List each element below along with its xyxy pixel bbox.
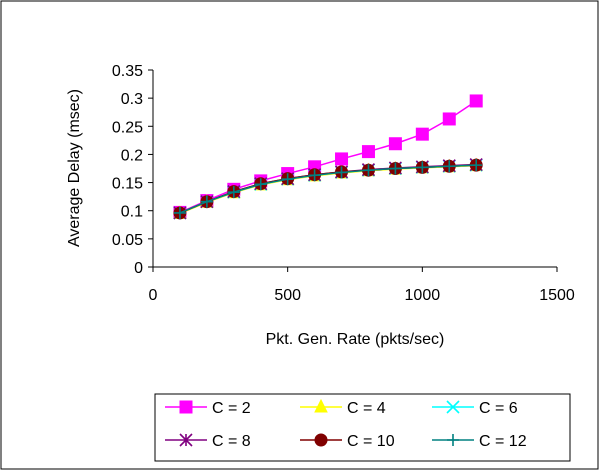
legend-item: C = 10	[300, 433, 395, 450]
square-marker	[442, 112, 456, 126]
y-tick-label: 0.25	[112, 119, 143, 136]
legend-label: C = 10	[347, 433, 395, 450]
plus-marker	[362, 164, 375, 177]
legend: C = 2 C = 4 C = 6 C = 8 C = 10 C = 12	[165, 398, 527, 450]
y-tick-label: 0.15	[112, 176, 143, 193]
plus-marker	[173, 206, 186, 219]
axes: 0 0.05 0.1 0.15 0.2 0.25 0.3 0.35 0 500 1000 1500	[112, 63, 575, 304]
series-6	[173, 159, 483, 219]
plus-marker	[200, 195, 213, 208]
y-tick-label: 0.3	[121, 91, 143, 108]
legend-label: C = 12	[479, 433, 527, 450]
x-tick-label: 1500	[539, 287, 575, 304]
legend-item: C = 12	[432, 433, 527, 450]
square-marker	[415, 127, 429, 141]
square-marker	[361, 145, 375, 159]
x-tick-label: 0	[149, 287, 158, 304]
plus-marker	[389, 162, 402, 175]
square-marker	[179, 400, 193, 414]
plus-marker	[254, 178, 267, 191]
legend-item: C = 4	[300, 398, 386, 417]
legend-item: C = 6	[432, 400, 518, 417]
square-marker	[335, 152, 349, 166]
x-tick-label: 1000	[405, 287, 441, 304]
legend-box	[154, 393, 571, 462]
series-group	[173, 94, 484, 220]
legend-item: C = 2	[165, 400, 251, 417]
square-marker	[469, 94, 483, 108]
x-tick-label: 500	[274, 287, 301, 304]
star-marker	[179, 433, 193, 447]
legend-label: C = 4	[347, 400, 386, 417]
plus-marker	[281, 173, 294, 186]
triangle-marker	[314, 398, 328, 413]
legend-label: C = 2	[212, 400, 251, 417]
y-tick-label: 0.35	[112, 63, 143, 80]
square-marker	[388, 137, 402, 151]
plus-marker	[416, 161, 429, 174]
x-marker	[446, 400, 460, 414]
legend-label: C = 8	[212, 433, 251, 450]
y-tick-label: 0.05	[112, 232, 143, 249]
y-axis-title: Average Delay (msec)	[66, 89, 83, 247]
legend-item: C = 8	[165, 433, 251, 450]
plus-marker	[335, 166, 348, 179]
circle-marker	[314, 433, 328, 447]
plus-marker	[308, 169, 321, 182]
y-tick-label: 0.1	[121, 204, 143, 221]
plus-marker	[227, 186, 240, 199]
y-tick-label: 0	[134, 260, 143, 277]
legend-label: C = 6	[479, 400, 518, 417]
y-tick-label: 0.2	[121, 147, 143, 164]
plus-marker	[443, 160, 456, 173]
x-axis-title: Pkt. Gen. Rate (pkts/sec)	[266, 331, 445, 348]
plus-marker	[447, 434, 459, 446]
plus-marker	[470, 159, 483, 172]
